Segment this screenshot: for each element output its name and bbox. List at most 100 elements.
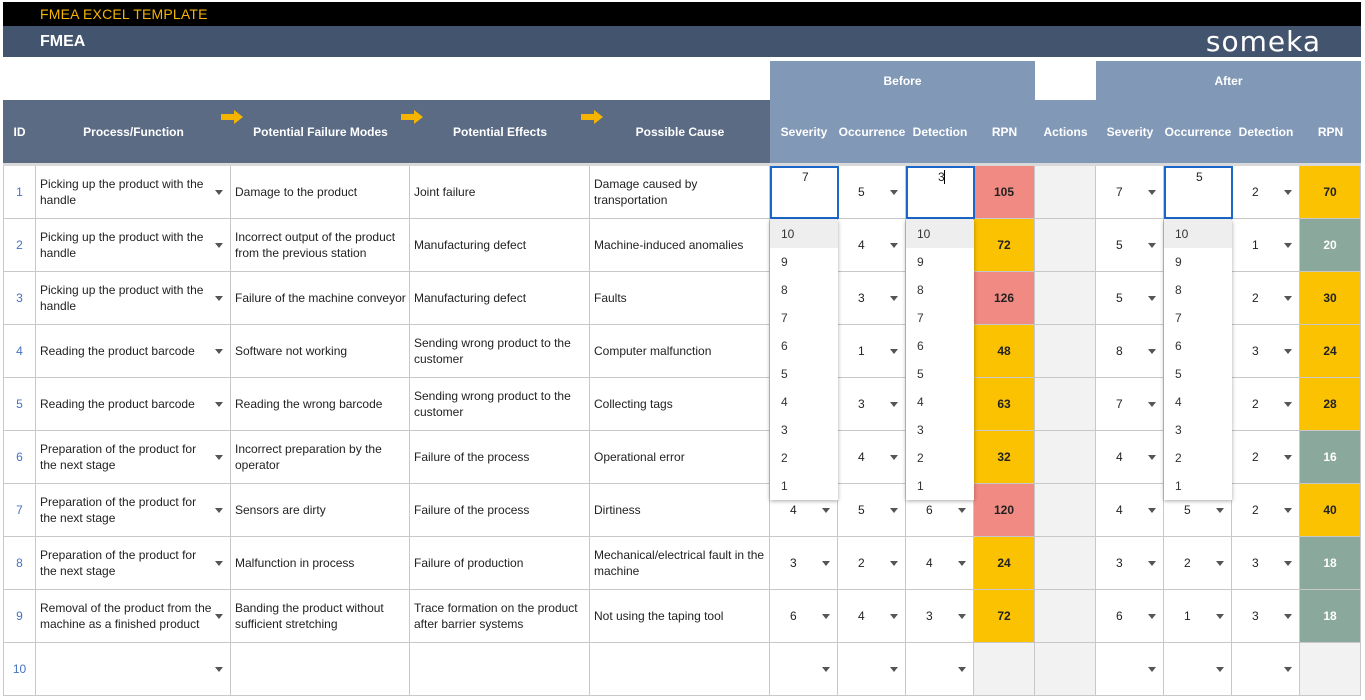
chevron-down-icon[interactable] [215, 561, 223, 566]
chevron-down-icon[interactable] [1284, 561, 1292, 566]
dropdown-option[interactable]: 10 [770, 220, 838, 248]
cell-a-det[interactable]: 2 [1232, 484, 1300, 537]
chevron-down-icon[interactable] [958, 614, 966, 619]
chevron-down-icon[interactable] [1148, 349, 1156, 354]
cell-a-det[interactable]: 3 [1232, 590, 1300, 643]
dropdown-option[interactable]: 2 [781, 451, 788, 465]
cell-b-occ[interactable]: 2 [838, 537, 906, 590]
cell-a-sev[interactable]: 3 [1096, 537, 1164, 590]
chevron-down-icon[interactable] [958, 561, 966, 566]
chevron-down-icon[interactable] [1148, 614, 1156, 619]
dropdown-list-before-detection[interactable]: 10 9 8 7 6 5 4 3 2 1 [906, 220, 974, 500]
chevron-down-icon[interactable] [1284, 296, 1292, 301]
chevron-down-icon[interactable] [215, 508, 223, 513]
dropdown-option[interactable]: 9 [917, 255, 924, 269]
before-severity-edit-cell[interactable]: 7 [770, 166, 839, 219]
cell-process[interactable]: Picking up the product with the handle [36, 219, 231, 272]
chevron-down-icon[interactable] [215, 190, 223, 195]
chevron-down-icon[interactable] [958, 667, 966, 672]
chevron-down-icon[interactable] [1284, 349, 1292, 354]
before-detection-edit-cell[interactable]: 3 [906, 166, 975, 219]
dropdown-option[interactable]: 6 [781, 339, 788, 353]
cell-b-sev[interactable] [770, 643, 838, 696]
chevron-down-icon[interactable] [1148, 190, 1156, 195]
cell-b-sev[interactable]: 6 [770, 590, 838, 643]
cell-b-occ[interactable]: 1 [838, 325, 906, 378]
dropdown-option[interactable]: 3 [1175, 423, 1182, 437]
chevron-down-icon[interactable] [1216, 667, 1224, 672]
dropdown-option[interactable]: 2 [917, 451, 924, 465]
cell-a-sev[interactable]: 5 [1096, 219, 1164, 272]
chevron-down-icon[interactable] [890, 614, 898, 619]
cell-process[interactable] [36, 643, 231, 696]
cell-process[interactable]: Preparation of the product for the next … [36, 484, 231, 537]
dropdown-option[interactable]: 3 [781, 423, 788, 437]
chevron-down-icon[interactable] [822, 614, 830, 619]
chevron-down-icon[interactable] [890, 243, 898, 248]
chevron-down-icon[interactable] [890, 349, 898, 354]
cell-b-occ[interactable]: 5 [838, 166, 906, 219]
cell-process[interactable]: Preparation of the product for the next … [36, 537, 231, 590]
cell-a-sev[interactable]: 6 [1096, 590, 1164, 643]
chevron-down-icon[interactable] [1284, 455, 1292, 460]
chevron-down-icon[interactable] [1284, 243, 1292, 248]
chevron-down-icon[interactable] [1148, 296, 1156, 301]
after-occurrence-edit-cell[interactable]: 5 [1164, 166, 1233, 219]
cell-b-occ[interactable]: 3 [838, 272, 906, 325]
dropdown-option[interactable]: 8 [917, 283, 924, 297]
chevron-down-icon[interactable] [1284, 190, 1292, 195]
chevron-down-icon[interactable] [1284, 402, 1292, 407]
cell-a-det[interactable]: 3 [1232, 325, 1300, 378]
dropdown-option[interactable]: 5 [1175, 367, 1182, 381]
chevron-down-icon[interactable] [1148, 667, 1156, 672]
chevron-down-icon[interactable] [1148, 508, 1156, 513]
chevron-down-icon[interactable] [215, 243, 223, 248]
cell-process[interactable]: Picking up the product with the handle [36, 166, 231, 219]
cell-a-det[interactable]: 2 [1232, 166, 1300, 219]
chevron-down-icon[interactable] [1216, 561, 1224, 566]
cell-a-sev[interactable]: 8 [1096, 325, 1164, 378]
chevron-down-icon[interactable] [822, 508, 830, 513]
cell-process[interactable]: Picking up the product with the handle [36, 272, 231, 325]
chevron-down-icon[interactable] [215, 349, 223, 354]
dropdown-option[interactable]: 6 [917, 339, 924, 353]
cell-a-det[interactable] [1232, 643, 1300, 696]
dropdown-option[interactable]: 5 [781, 367, 788, 381]
dropdown-option[interactable]: 1 [781, 479, 788, 493]
chevron-down-icon[interactable] [1284, 508, 1292, 513]
chevron-down-icon[interactable] [215, 667, 223, 672]
cell-b-occ[interactable] [838, 643, 906, 696]
cell-a-occ[interactable]: 5 [1164, 484, 1232, 537]
cell-b-occ[interactable]: 4 [838, 431, 906, 484]
cell-a-sev[interactable] [1096, 643, 1164, 696]
chevron-down-icon[interactable] [215, 402, 223, 407]
cell-a-sev[interactable]: 4 [1096, 431, 1164, 484]
cell-a-occ[interactable]: 2 [1164, 537, 1232, 590]
cell-b-sev[interactable]: 3 [770, 537, 838, 590]
chevron-down-icon[interactable] [1216, 508, 1224, 513]
chevron-down-icon[interactable] [890, 667, 898, 672]
cell-a-sev[interactable]: 7 [1096, 166, 1164, 219]
cell-process[interactable]: Reading the product barcode [36, 325, 231, 378]
cell-b-det[interactable]: 4 [906, 537, 974, 590]
dropdown-option[interactable]: 1 [1175, 479, 1182, 493]
dropdown-option[interactable]: 7 [781, 311, 788, 325]
dropdown-option[interactable]: 9 [781, 255, 788, 269]
cell-b-det[interactable] [906, 643, 974, 696]
chevron-down-icon[interactable] [1148, 455, 1156, 460]
cell-b-det[interactable]: 6 [906, 484, 974, 537]
chevron-down-icon[interactable] [1148, 243, 1156, 248]
chevron-down-icon[interactable] [215, 455, 223, 460]
dropdown-option[interactable]: 5 [917, 367, 924, 381]
cell-a-sev[interactable]: 4 [1096, 484, 1164, 537]
cell-a-det[interactable]: 3 [1232, 537, 1300, 590]
dropdown-option[interactable]: 10 [906, 220, 974, 248]
chevron-down-icon[interactable] [890, 561, 898, 566]
chevron-down-icon[interactable] [1148, 402, 1156, 407]
chevron-down-icon[interactable] [215, 296, 223, 301]
dropdown-option[interactable]: 6 [1175, 339, 1182, 353]
cell-a-det[interactable]: 2 [1232, 272, 1300, 325]
dropdown-list-before-severity[interactable]: 10 9 8 7 6 5 4 3 2 1 [770, 220, 838, 500]
cell-b-occ[interactable]: 3 [838, 378, 906, 431]
chevron-down-icon[interactable] [958, 508, 966, 513]
